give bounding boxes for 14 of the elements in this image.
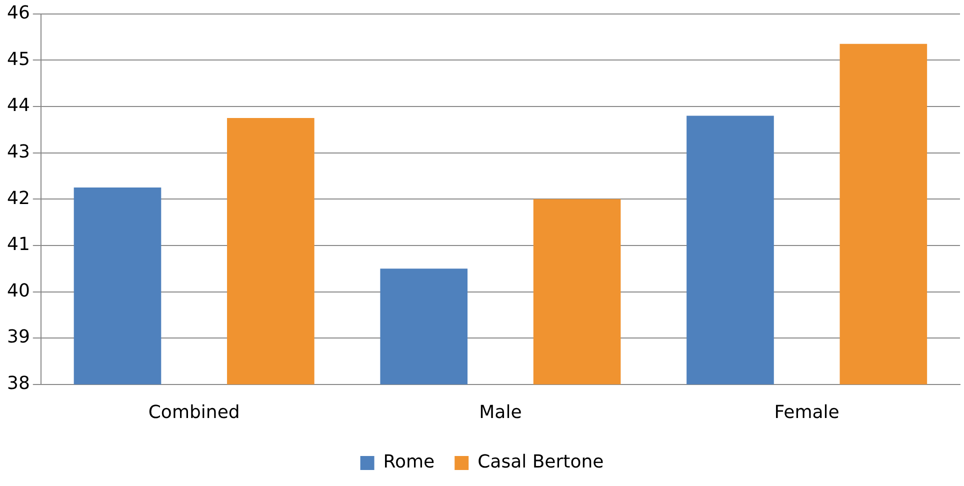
y-tick-label: 42 (7, 188, 30, 209)
y-tick-label: 40 (7, 280, 30, 302)
y-tick-label: 39 (7, 326, 30, 348)
y-tick-label: 43 (7, 141, 30, 162)
y-tick-label: 41 (7, 234, 30, 256)
y-tick-label: 38 (7, 373, 30, 394)
y-tick-label: 44 (7, 95, 30, 116)
x-tick-label: Female (774, 402, 840, 423)
legend-label: Casal Bertone (478, 452, 604, 473)
x-tick-label: Combined (148, 402, 240, 423)
x-tick-label: Male (479, 402, 522, 423)
legend-label: Rome (383, 452, 435, 473)
y-tick-label: 45 (7, 48, 30, 70)
y-tick-label: 46 (7, 2, 30, 24)
